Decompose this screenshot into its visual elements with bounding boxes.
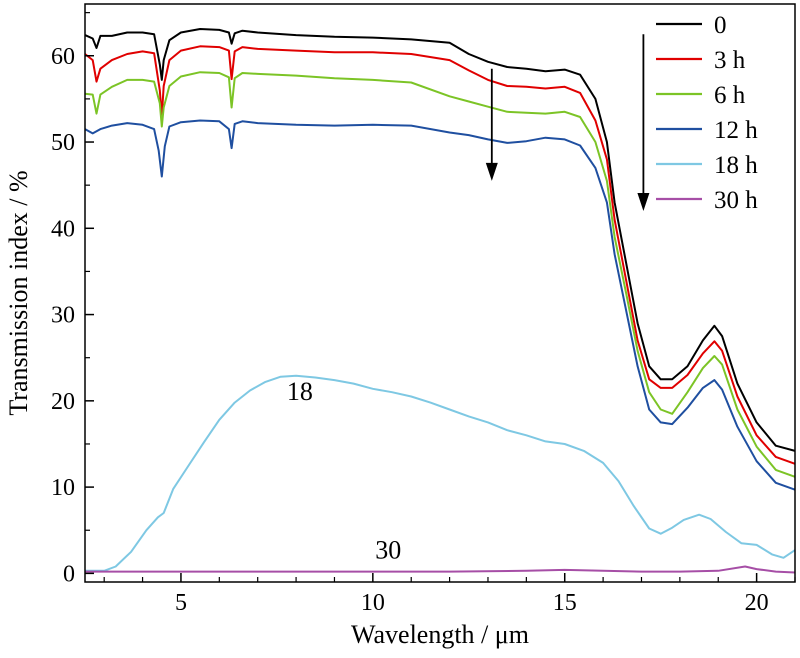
curve-annotation: 30 — [375, 536, 401, 565]
legend-label: 3 h — [714, 47, 746, 74]
legend-label: 18 h — [714, 152, 758, 179]
trend-arrow-head — [637, 193, 650, 212]
y-tick-label: 60 — [51, 44, 75, 70]
y-tick-label: 30 — [51, 303, 75, 329]
x-tick-label: 10 — [361, 590, 385, 616]
x-tick-label: 20 — [745, 590, 769, 616]
series-layer — [84, 28, 796, 574]
legend-label: 0 — [714, 12, 727, 39]
legend-label: 30 h — [714, 187, 758, 214]
plot-frame — [84, 3, 796, 583]
legend-label: 6 h — [714, 82, 746, 109]
y-axis-title: Transmission index / % — [4, 170, 33, 415]
x-axis-title: Wavelength / μm — [351, 620, 529, 649]
arrow-layer — [485, 34, 650, 212]
tick-layer: 5 10 15 20 0 10 20 30 40 50 60 — [51, 12, 796, 616]
series-line-2 — [84, 71, 796, 478]
y-tick-label: 0 — [63, 561, 75, 587]
y-tick-label: 10 — [51, 475, 75, 501]
y-tick-label: 40 — [51, 216, 75, 242]
legend-background — [652, 12, 792, 220]
y-tick-label: 50 — [51, 130, 75, 156]
legend-label: 12 h — [714, 117, 758, 144]
curve-annotation: 18 — [287, 377, 313, 406]
series-line-5 — [85, 565, 796, 574]
legend: 0 3 h 6 h 12 h 18 h 30 h — [652, 12, 792, 220]
series-line-1 — [84, 45, 796, 465]
series-line-3 — [84, 119, 796, 491]
series-line-0 — [84, 28, 796, 452]
y-tick-label: 20 — [51, 389, 75, 415]
series-line-4 — [85, 374, 796, 572]
x-tick-label: 5 — [175, 590, 187, 616]
trend-arrow-head — [485, 162, 498, 181]
x-tick-label: 15 — [553, 590, 577, 616]
